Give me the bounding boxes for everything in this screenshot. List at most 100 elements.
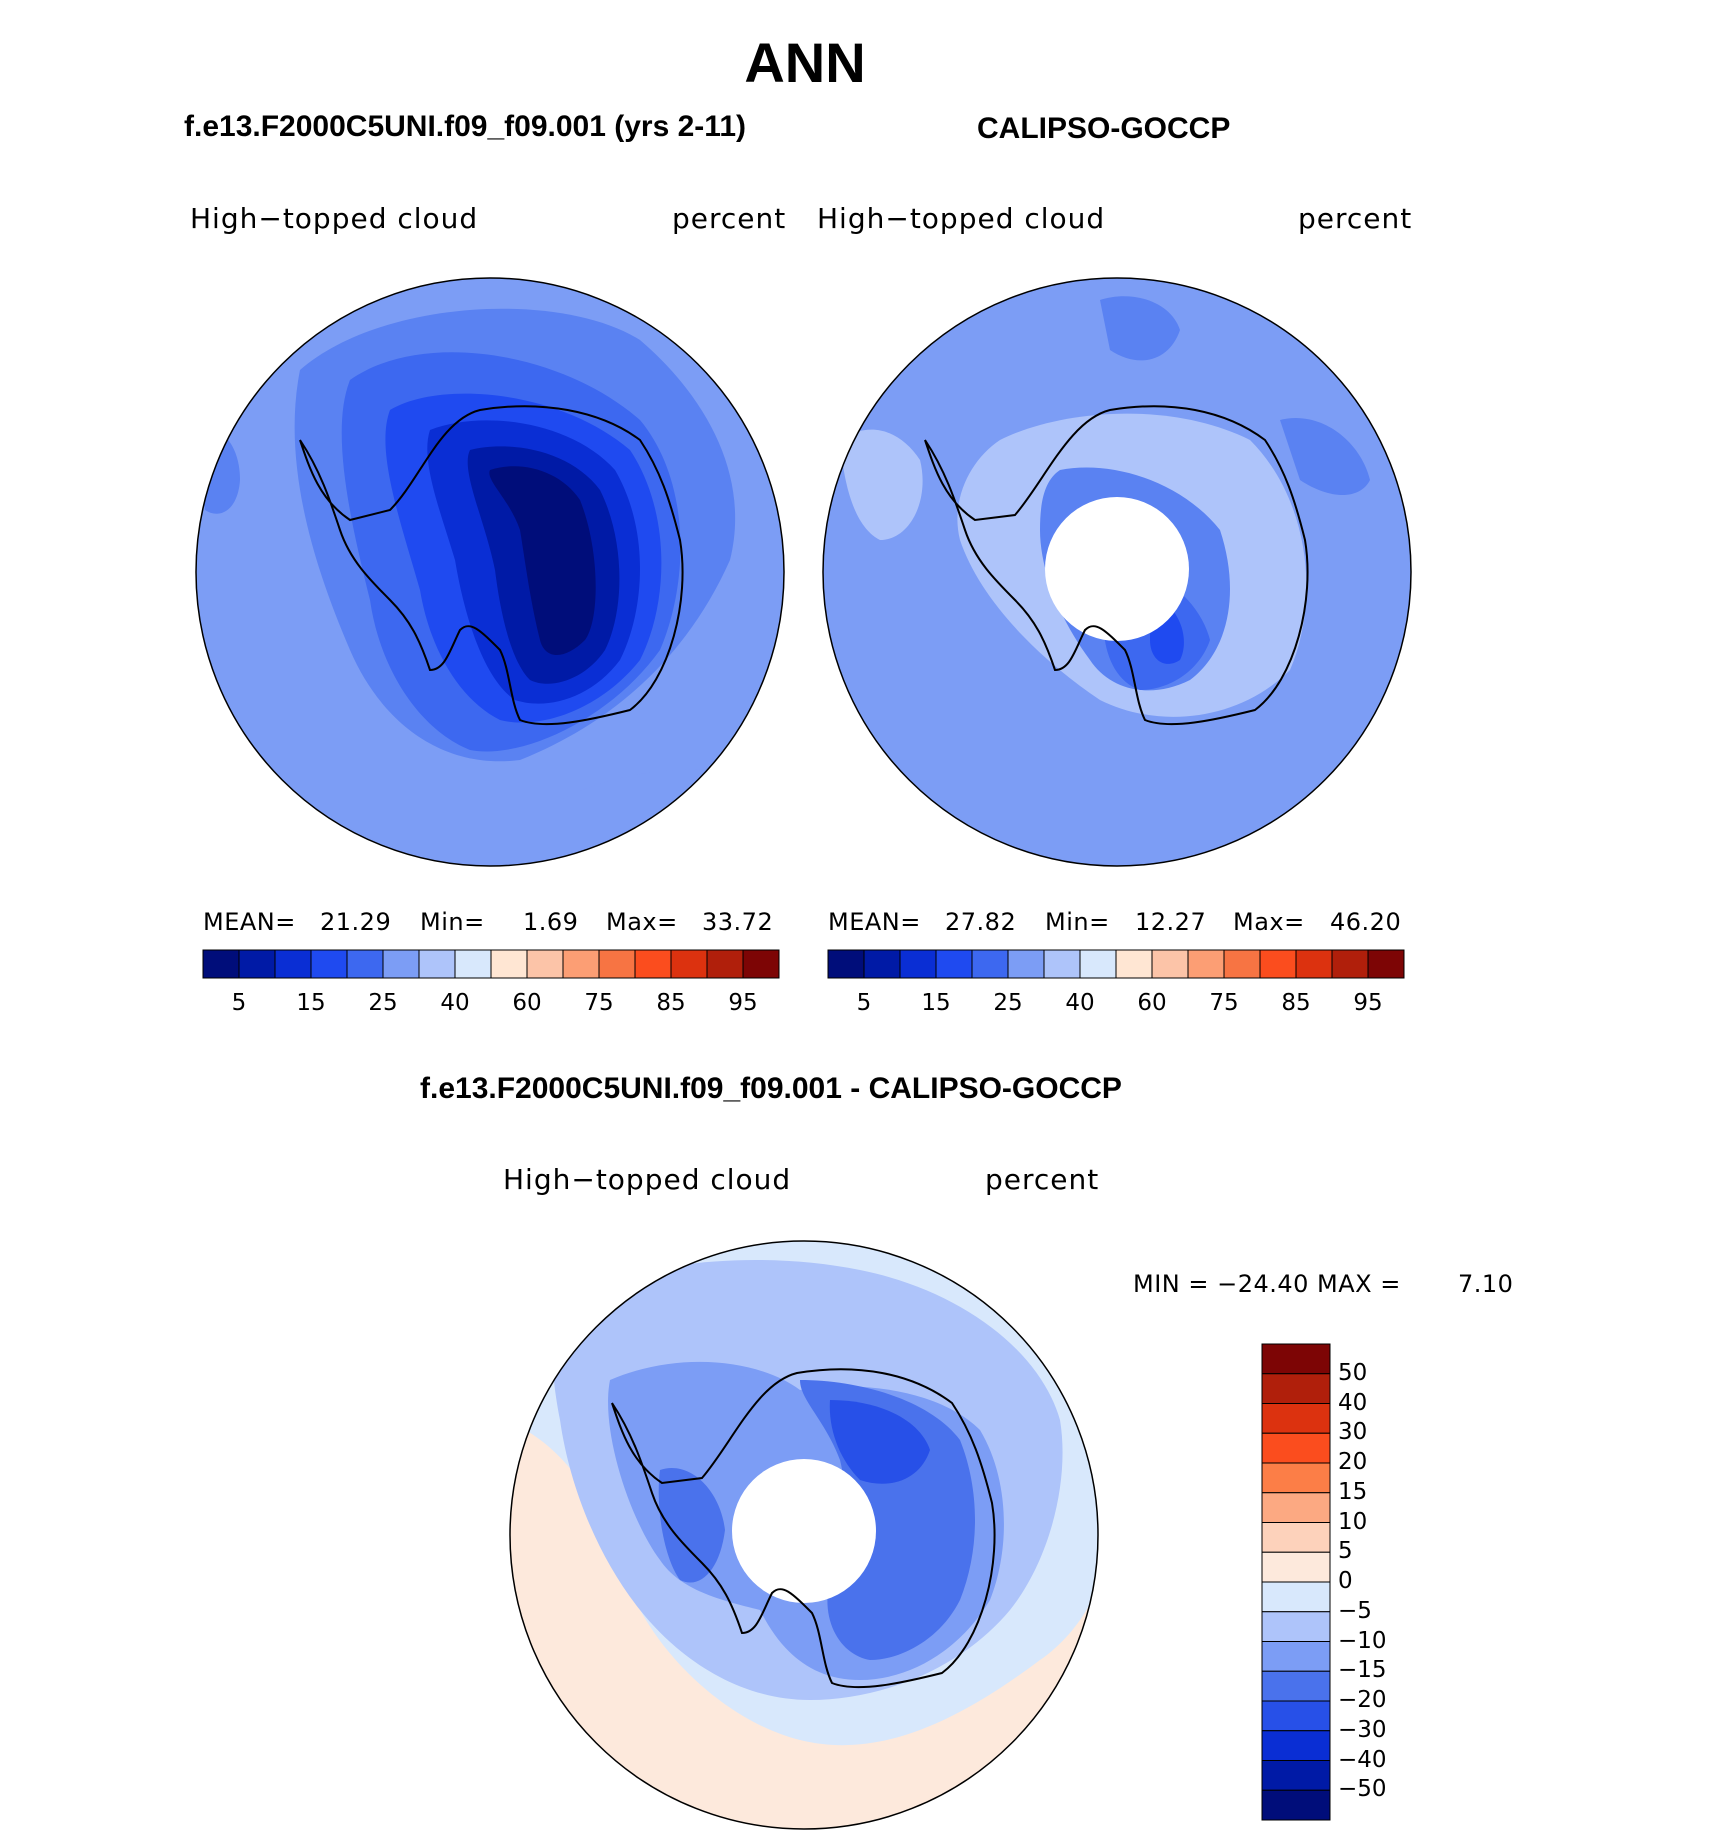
left-variable-label: High−topped cloud <box>190 202 479 235</box>
diff-colorbar-swatch <box>1261 1581 1331 1613</box>
right-map-contour-band <box>840 429 923 540</box>
right-colorbar-swatch <box>1115 949 1153 979</box>
right-units-label: percent <box>1298 202 1413 235</box>
diff-colorbar-tick-label: 15 <box>1338 1478 1368 1505</box>
diff-colorbar-swatch <box>1261 1611 1331 1642</box>
right-min-value: 12.27 <box>1135 908 1207 936</box>
diff-colorbar-tick-label: −10 <box>1338 1627 1387 1654</box>
right-colorbar-tick-label: 85 <box>1281 990 1311 1016</box>
diff-colorbar-swatch <box>1261 1700 1331 1732</box>
right-colorbar-swatch <box>1295 949 1333 979</box>
left-colorbar-swatch <box>346 949 384 979</box>
diff-colorbar-swatch <box>1261 1373 1331 1404</box>
left-colorbar-swatch <box>598 949 636 979</box>
right-colorbar-swatch <box>1151 949 1189 979</box>
left-map-rim <box>195 277 785 867</box>
diff-variable-label: High−topped cloud <box>503 1163 792 1196</box>
left-colorbar-tick-label: 40 <box>440 990 470 1016</box>
left-min-label: Min= <box>420 908 485 936</box>
diff-colorbar-swatch <box>1261 1760 1331 1791</box>
left-max-value: 33.72 <box>702 908 774 936</box>
left-panel-header: f.e13.F2000C5UNI.f09_f09.001 (yrs 2-11) <box>184 110 747 143</box>
diff-colorbar-tick-label: 10 <box>1338 1508 1368 1535</box>
right-max-value: 46.20 <box>1330 908 1402 936</box>
right-colorbar-swatch <box>1331 949 1369 979</box>
diff-max-value: 7.10 <box>1458 1270 1514 1298</box>
right-variable-label: High−topped cloud <box>817 202 1106 235</box>
right-colorbar-swatch <box>1043 949 1081 979</box>
diff-colorbar <box>1261 1343 1331 1821</box>
right-colorbar-tick-label: 40 <box>1065 990 1095 1016</box>
left-map-contour-band <box>489 466 596 655</box>
left-colorbar-swatch <box>310 949 348 979</box>
right-colorbar-swatch <box>1259 949 1297 979</box>
diff-colorbar-tick-label: 30 <box>1338 1419 1368 1446</box>
diff-colorbar-swatch <box>1261 1343 1331 1375</box>
left-colorbar <box>202 949 780 979</box>
diff-map-missing-data-hole <box>732 1459 876 1603</box>
left-colorbar-swatch <box>274 949 312 979</box>
diff-colorbar-tick-label: −15 <box>1338 1657 1387 1684</box>
right-map-contour-band <box>1100 296 1180 361</box>
right-mean-value: 27.82 <box>945 908 1017 936</box>
left-colorbar-tick-label: 85 <box>656 990 686 1016</box>
right-panel-header: CALIPSO-GOCCP <box>977 112 1231 145</box>
left-map <box>196 278 784 866</box>
right-colorbar-tick-label: 60 <box>1137 990 1167 1016</box>
left-colorbar-swatch <box>238 949 276 979</box>
diff-colorbar-swatch <box>1261 1462 1331 1494</box>
left-colorbar-tick-label: 75 <box>584 990 614 1016</box>
left-colorbar-swatch <box>562 949 600 979</box>
right-mean-label: MEAN= <box>828 908 921 936</box>
diff-map-contour-band <box>658 1468 725 1583</box>
right-colorbar-swatch <box>971 949 1009 979</box>
diff-colorbar-swatch <box>1261 1551 1331 1583</box>
diff-colorbar-tick-label: −40 <box>1338 1746 1387 1773</box>
diff-colorbar-swatch <box>1261 1730 1331 1761</box>
right-colorbar-swatch <box>935 949 973 979</box>
diff-panel-header: f.e13.F2000C5UNI.f09_f09.001 - CALIPSO-G… <box>420 1072 1122 1105</box>
right-colorbar-swatch <box>1187 949 1225 979</box>
left-colorbar-swatch <box>706 949 744 979</box>
right-map-coastline <box>924 405 1309 726</box>
right-colorbar-tick-label: 75 <box>1209 990 1239 1016</box>
left-max-label: Max= <box>606 908 678 936</box>
right-min-label: Min= <box>1045 908 1110 936</box>
right-colorbar-swatch <box>827 949 865 979</box>
diff-colorbar-tick-label: −5 <box>1338 1597 1372 1624</box>
right-colorbar-swatch <box>1007 949 1045 979</box>
right-map-rim <box>822 277 1412 867</box>
diff-colorbar-swatch <box>1261 1492 1331 1523</box>
left-colorbar-swatch <box>490 949 528 979</box>
diff-colorbar-swatch <box>1261 1403 1331 1434</box>
left-colorbar-swatch <box>202 949 240 979</box>
left-colorbar-swatch <box>742 949 780 979</box>
left-units-label: percent <box>672 202 787 235</box>
diff-units-label: percent <box>985 1163 1100 1196</box>
diff-colorbar-tick-label: −20 <box>1338 1687 1387 1713</box>
left-colorbar-swatch <box>526 949 564 979</box>
diff-colorbar-tick-label: 5 <box>1338 1538 1353 1565</box>
left-colorbar-tick-label: 95 <box>728 990 758 1016</box>
diff-map-rim <box>509 1240 1099 1830</box>
left-colorbar-tick-label: 25 <box>368 990 398 1016</box>
left-mean-label: MEAN= <box>203 908 296 936</box>
diff-colorbar-tick-label: −30 <box>1338 1716 1387 1743</box>
diff-map-contour-band <box>510 1420 1098 1829</box>
right-colorbar-tick-label: 95 <box>1353 990 1383 1016</box>
diff-colorbar-swatch <box>1261 1789 1331 1821</box>
left-min-value: 1.69 <box>523 908 579 936</box>
diff-colorbar-tick-label: 50 <box>1338 1359 1368 1386</box>
diff-map-contour-band <box>829 1400 930 1484</box>
right-map-contour-band <box>1280 418 1370 495</box>
diff-minmax-label: MIN = −24.40 MAX = <box>1133 1270 1401 1298</box>
right-max-label: Max= <box>1233 908 1305 936</box>
right-colorbar-swatch <box>1079 949 1117 979</box>
right-colorbar-swatch <box>1367 949 1405 979</box>
diff-colorbar-swatch <box>1261 1670 1331 1702</box>
left-colorbar-swatch <box>670 949 708 979</box>
right-colorbar-swatch <box>899 949 937 979</box>
left-colorbar-tick-label: 15 <box>296 990 326 1016</box>
left-colorbar-swatch <box>418 949 456 979</box>
diff-colorbar-tick-label: 20 <box>1338 1449 1368 1475</box>
